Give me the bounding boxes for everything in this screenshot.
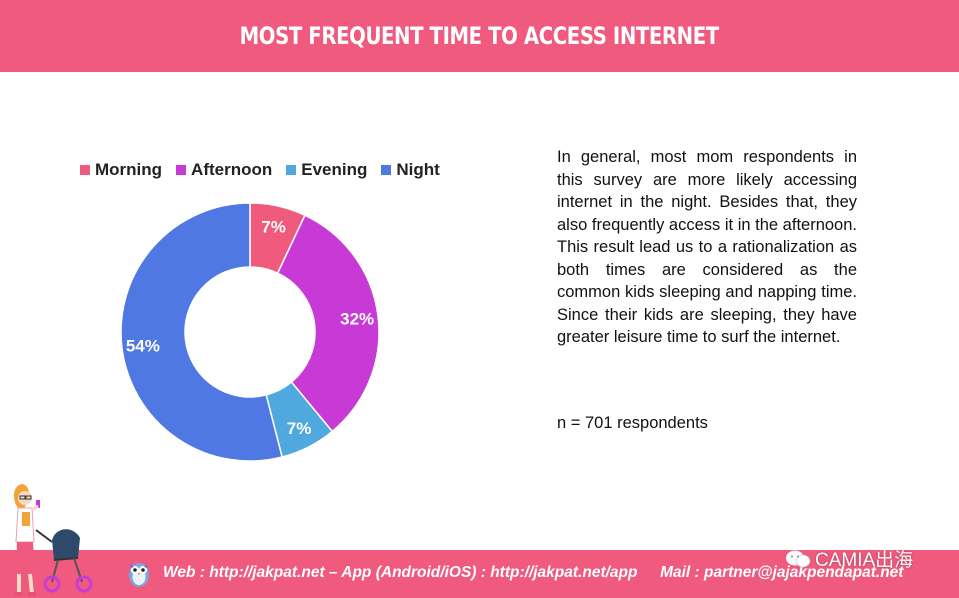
footer-mail: Mail : partner@jajakpendapat.net — [660, 564, 904, 581]
legend-swatch-afternoon — [176, 165, 187, 175]
footer-web: Web : http://jakpat.net — [163, 564, 325, 581]
legend-item-afternoon: Afternoon — [176, 160, 272, 180]
footer-contact: Web : http://jakpat.net – App (Android/i… — [163, 564, 903, 582]
slice-label-night: 54% — [126, 337, 160, 356]
owl-mascot-icon — [129, 563, 149, 587]
footer-app: – App (Android/iOS) : http://jakpat.net/… — [328, 564, 638, 581]
legend-swatch-evening — [286, 165, 297, 175]
legend-label-night: Night — [396, 160, 440, 179]
legend-swatch-morning — [80, 165, 90, 175]
wechat-icon — [786, 550, 811, 567]
donut-chart: 7% 32% 7% 54% — [120, 202, 380, 462]
sample-size: n = 701 respondents — [557, 414, 708, 432]
legend-item-evening: Evening — [286, 160, 367, 180]
slice-afternoon — [276, 214, 380, 433]
watermark: CAMIA出海 — [785, 545, 913, 572]
legend-label-morning: Morning — [95, 160, 163, 179]
description-text: In general, most mom respondents in this… — [557, 148, 857, 346]
page-title: MOST FREQUENT TIME TO ACCESS INTERNET — [239, 22, 720, 50]
header-banner: MOST FREQUENT TIME TO ACCESS INTERNET — [0, 0, 959, 72]
mom-with-stroller-illustration — [13, 484, 93, 596]
legend-label-afternoon: Afternoon — [191, 160, 273, 179]
slice-label-morning: 7% — [261, 218, 286, 237]
legend-item-morning: Morning — [80, 160, 162, 180]
slice-label-afternoon: 32% — [340, 309, 374, 328]
legend-swatch-night — [381, 165, 392, 175]
watermark-text: CAMIA出海 — [815, 550, 914, 571]
slice-night — [120, 202, 283, 462]
chart-legend: Morning Afternoon Evening Night — [80, 160, 440, 180]
slice-label-evening: 7% — [287, 419, 312, 438]
legend-label-evening: Evening — [301, 160, 368, 179]
legend-item-night: Night — [381, 160, 440, 180]
